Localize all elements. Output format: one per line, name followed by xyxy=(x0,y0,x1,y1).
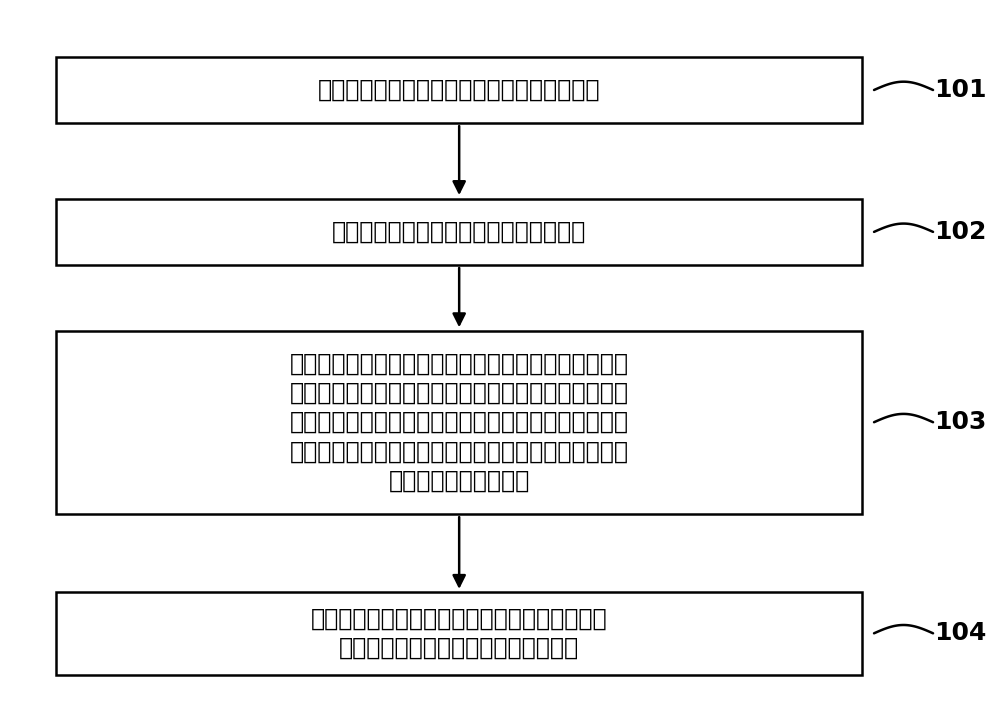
FancyBboxPatch shape xyxy=(56,592,862,675)
Text: 103: 103 xyxy=(934,410,987,434)
Text: 102: 102 xyxy=(934,220,987,244)
Text: 密以获取第一认证口令: 密以获取第一认证口令 xyxy=(389,468,530,492)
Text: 认证口令后发送至移动终端，以使得移动终端获取第一: 认证口令后发送至移动终端，以使得移动终端获取第一 xyxy=(290,381,629,405)
Text: 提供一车辆，所述车辆与一移动终端近场通信: 提供一车辆，所述车辆与一移动终端近场通信 xyxy=(318,78,600,102)
Text: 104: 104 xyxy=(934,621,987,645)
FancyBboxPatch shape xyxy=(56,57,862,123)
Text: 认证口令，并利用会话密钥对加密第一认证口令进行解: 认证口令，并利用会话密钥对加密第一认证口令进行解 xyxy=(290,439,629,463)
FancyBboxPatch shape xyxy=(56,199,862,265)
Text: 认证口令；或者，车辆接收由移动终端发送的加密第一: 认证口令；或者，车辆接收由移动终端发送的加密第一 xyxy=(290,410,629,434)
FancyBboxPatch shape xyxy=(56,330,862,514)
Text: 认证，并在认证通过后，执行绑定操作: 认证，并在认证通过后，执行绑定操作 xyxy=(339,636,579,660)
Text: 所述车辆基于预定密码算法设置会话密钥: 所述车辆基于预定密码算法设置会话密钥 xyxy=(332,220,586,244)
Text: 车辆基于第一认证口令与所述移动终端进行互信: 车辆基于第一认证口令与所述移动终端进行互信 xyxy=(311,606,607,630)
Text: 车辆确定出一第一认证口令，并利用会话密钥加密第一: 车辆确定出一第一认证口令，并利用会话密钥加密第一 xyxy=(290,352,629,376)
Text: 101: 101 xyxy=(934,78,987,102)
